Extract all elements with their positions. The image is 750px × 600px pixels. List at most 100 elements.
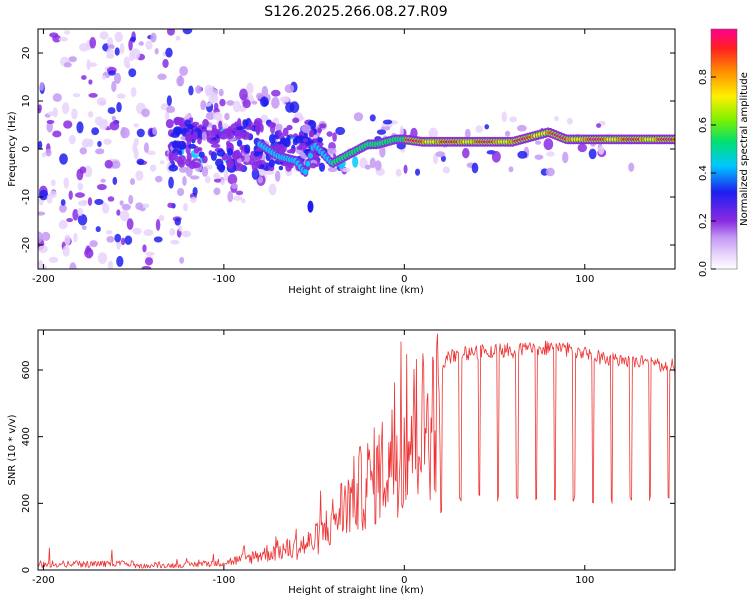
spectrogram-cell xyxy=(169,228,176,236)
spectrogram-cell xyxy=(69,262,77,269)
spectrogram-cell xyxy=(216,149,226,157)
spectrogram-cell xyxy=(120,237,126,246)
spectrogram-cell xyxy=(60,199,66,206)
spectrogram-cell xyxy=(191,121,200,126)
colorbar-frame xyxy=(710,28,738,270)
spectrogram-cell xyxy=(141,265,152,269)
spectrogram-cell xyxy=(101,75,107,80)
spectrogram-cell xyxy=(317,127,322,134)
snr-plot-area xyxy=(38,330,675,570)
spectrogram-cell xyxy=(218,120,223,131)
snr-ticks: -200 -100 0 100 0 200 400 600 xyxy=(21,330,675,586)
spectrogram-cell xyxy=(205,111,216,120)
spectrogram-cell xyxy=(566,117,573,125)
spectrogram-cell xyxy=(234,121,239,127)
spectrogram-cell xyxy=(534,154,544,160)
spectrogram-cell xyxy=(94,198,104,205)
snr-y-tick-label: 200 xyxy=(21,494,32,513)
spectrogram-cell xyxy=(213,172,221,179)
spectrogram-cell xyxy=(220,179,225,185)
spectrogram-cell xyxy=(38,104,42,112)
spectrogram-cell xyxy=(109,121,120,131)
spectrogram-cell xyxy=(241,131,251,140)
spectrogram-cell xyxy=(104,159,113,169)
colorbar-label: Normalized spectral amplitude xyxy=(739,72,750,226)
spectrogram-cell xyxy=(100,178,106,183)
spectrogram-cell xyxy=(152,126,157,136)
spectrogram-cell xyxy=(227,173,238,185)
spectrogram-cell xyxy=(146,150,156,156)
spectrogram-cell xyxy=(182,176,187,187)
colorbar-tick-label: 0.8 xyxy=(698,69,709,85)
snr-y-axis-label: SNR (10 * v/v) xyxy=(7,414,18,485)
spectrogram-cell xyxy=(68,190,73,200)
spectrogram-cell xyxy=(235,190,244,196)
spectrogram-cell xyxy=(123,56,130,68)
spectrogram-cell xyxy=(110,160,121,169)
spectrogram-cell xyxy=(141,203,150,209)
spectrogram-cell xyxy=(284,84,295,94)
spectrogram-cell xyxy=(216,164,226,171)
spectrogram-cell xyxy=(121,126,126,139)
spectrogram-cell xyxy=(119,210,130,222)
spectrogram-cell xyxy=(286,124,293,131)
spectrogram-x-tick-label: -200 xyxy=(32,274,55,285)
spectrogram-cell xyxy=(136,158,145,165)
spectrogram-cell xyxy=(102,203,110,214)
spectrogram-cell xyxy=(484,124,490,130)
spectrogram-cell xyxy=(81,75,87,80)
spectrogram-cell xyxy=(289,148,295,153)
spectrogram-ridge-mid xyxy=(307,152,313,159)
spectrogram-cell xyxy=(268,183,277,196)
spectrogram-cell xyxy=(236,139,243,147)
colorbar-gradient xyxy=(711,29,737,269)
spectrogram-cell xyxy=(59,204,67,213)
spectrogram-cell xyxy=(87,111,94,118)
spectrogram-cell xyxy=(74,192,85,198)
spectrogram-cell xyxy=(197,137,202,145)
spectrogram-cell xyxy=(226,158,235,169)
spectrogram-x-tick-label: 100 xyxy=(575,274,594,285)
figure-title: S126.2025.266.08.27.R09 xyxy=(264,4,447,20)
spectrogram-cell xyxy=(278,165,284,171)
spectrogram-cell xyxy=(197,147,203,152)
snr-y-tick-label: 400 xyxy=(21,427,32,446)
spectrogram-ridge-mid xyxy=(305,160,311,167)
spectrogram-cell xyxy=(257,176,264,184)
spectrogram-cell xyxy=(232,100,241,113)
snr-series-line xyxy=(38,333,675,569)
spectrogram-cell xyxy=(535,140,542,145)
spectrogram-cell xyxy=(116,255,124,268)
spectrogram-cell xyxy=(440,155,446,162)
spectrogram-cell xyxy=(116,93,126,99)
spectrogram-ridge-core xyxy=(672,138,675,141)
spectrogram-cell xyxy=(176,140,187,150)
spectrogram-cell xyxy=(165,110,170,122)
spectrogram-cell xyxy=(491,150,501,163)
spectrogram-cell xyxy=(319,123,327,129)
spectrogram-cell xyxy=(475,125,484,133)
spectrogram-cell xyxy=(63,120,73,129)
spectrogram-y-tick-label: 10 xyxy=(21,95,32,108)
spectrogram-cell xyxy=(79,43,89,52)
spectrogram-cell xyxy=(435,151,446,158)
spectrogram-cell xyxy=(144,257,154,266)
spectrogram-cell xyxy=(274,143,281,152)
spectrogram-cell xyxy=(195,85,202,94)
snr-x-tick-label: -100 xyxy=(213,575,236,586)
colorbar-tick-label: 0.2 xyxy=(698,213,709,229)
spectrogram-cell xyxy=(246,82,254,95)
spectrogram-cell xyxy=(114,47,120,56)
spectrogram-cell xyxy=(87,62,98,67)
spectrogram-cell xyxy=(173,152,179,158)
spectrogram-cell xyxy=(318,162,326,172)
spectrogram-cell xyxy=(170,239,180,245)
spectrogram-cell xyxy=(395,168,402,177)
spectrogram-cell xyxy=(295,135,306,140)
spectrogram-cell xyxy=(133,147,139,160)
spectrogram-cell xyxy=(105,229,113,235)
spectrogram-cell xyxy=(72,93,81,98)
spectrogram-cell xyxy=(259,164,265,169)
